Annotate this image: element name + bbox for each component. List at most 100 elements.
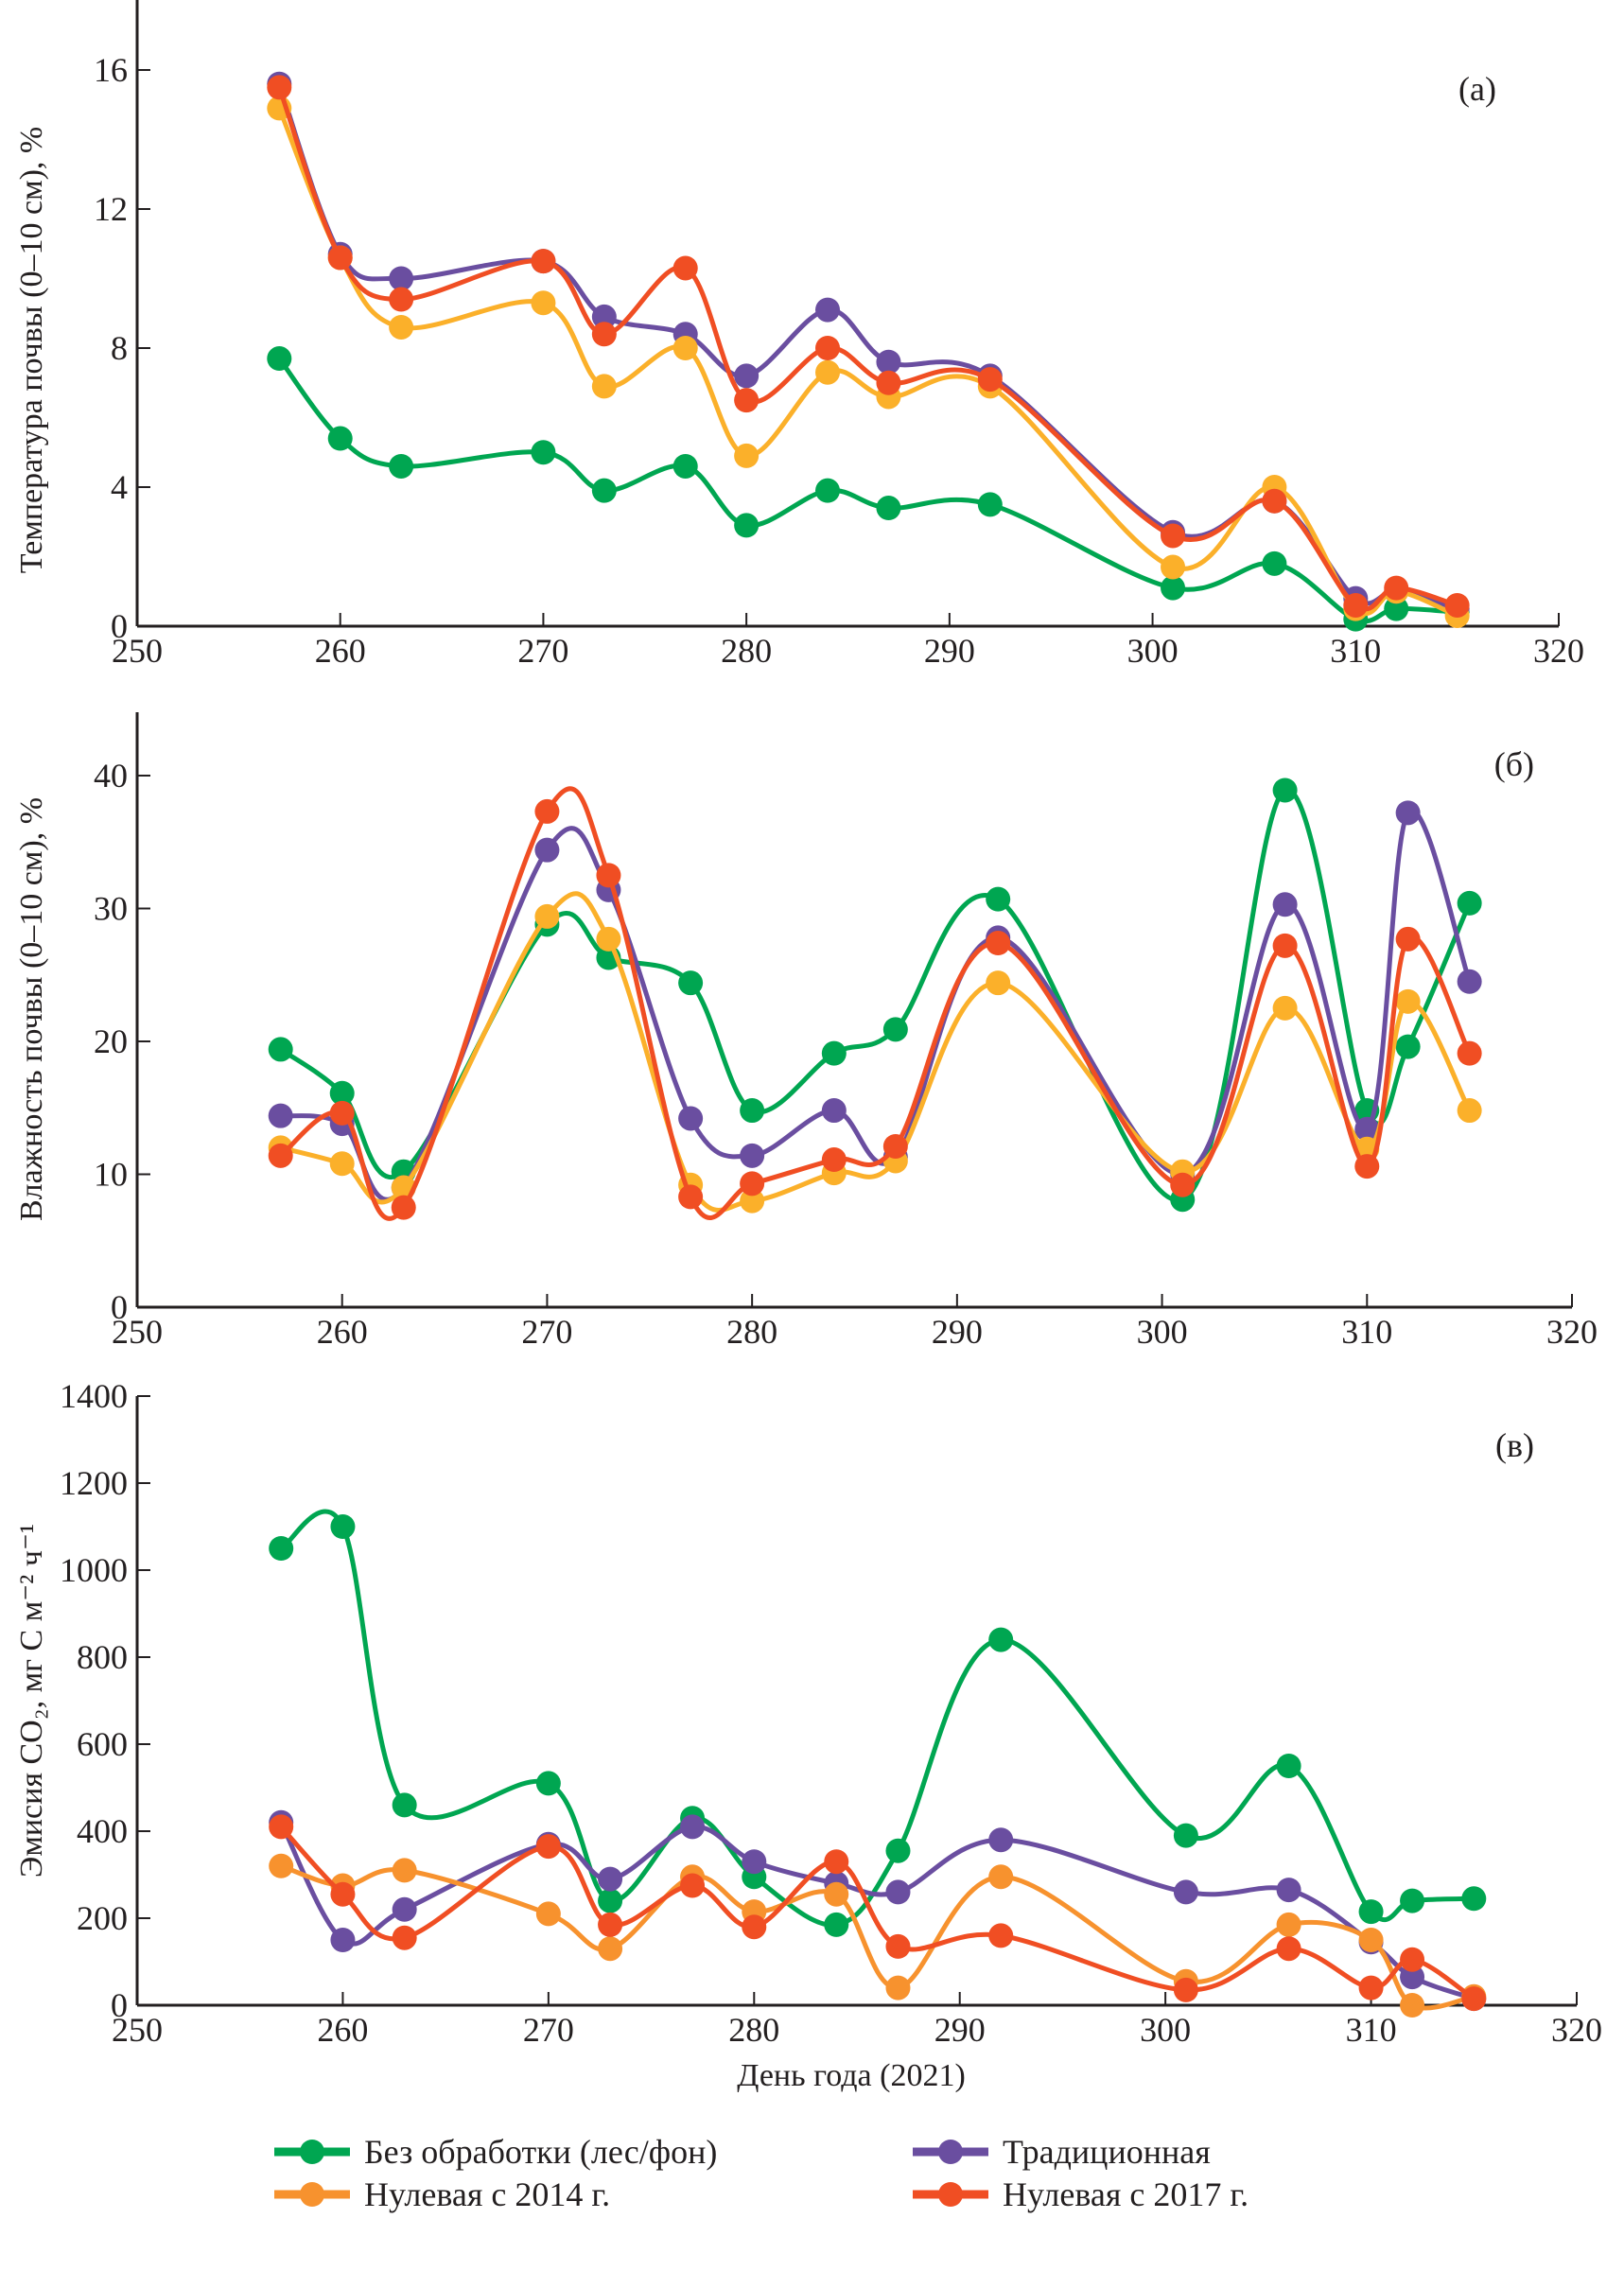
data-point[interactable] <box>821 1098 847 1124</box>
data-point[interactable] <box>535 1834 561 1860</box>
data-point[interactable] <box>1384 596 1409 621</box>
data-point[interactable] <box>269 1814 294 1840</box>
data-point[interactable] <box>268 1143 293 1168</box>
data-point[interactable] <box>988 1827 1014 1853</box>
data-point[interactable] <box>1276 1754 1301 1778</box>
data-point[interactable] <box>680 1873 706 1898</box>
data-point[interactable] <box>885 1879 911 1905</box>
data-point[interactable] <box>269 1536 294 1561</box>
data-point[interactable] <box>1173 1977 1198 2002</box>
data-point[interactable] <box>392 1896 417 1922</box>
data-point[interactable] <box>389 287 414 312</box>
data-point[interactable] <box>596 863 621 888</box>
data-point[interactable] <box>734 388 760 413</box>
data-point[interactable] <box>1272 892 1298 917</box>
data-point[interactable] <box>885 1838 911 1863</box>
legend-item-traditional[interactable]: Традиционная <box>913 2133 1211 2171</box>
data-point[interactable] <box>1276 1936 1301 1962</box>
data-point[interactable] <box>329 1151 355 1177</box>
data-point[interactable] <box>882 1017 908 1042</box>
data-point[interactable] <box>734 363 760 389</box>
data-point[interactable] <box>1395 926 1421 952</box>
data-point[interactable] <box>740 1171 765 1197</box>
data-point[interactable] <box>821 1147 847 1173</box>
data-point[interactable] <box>1161 554 1186 580</box>
data-point[interactable] <box>1358 1928 1384 1952</box>
data-point[interactable] <box>591 374 617 399</box>
data-point[interactable] <box>1354 1154 1380 1179</box>
data-point[interactable] <box>1358 1975 1384 2000</box>
data-point[interactable] <box>1262 488 1287 514</box>
data-point[interactable] <box>815 336 841 360</box>
data-point[interactable] <box>1272 995 1298 1021</box>
data-point[interactable] <box>742 1914 767 1940</box>
data-point[interactable] <box>598 1866 623 1892</box>
data-point[interactable] <box>742 1849 767 1875</box>
data-point[interactable] <box>1170 1172 1196 1197</box>
data-point[interactable] <box>598 1912 623 1937</box>
data-point[interactable] <box>1161 575 1186 601</box>
data-point[interactable] <box>1354 1116 1380 1142</box>
data-point[interactable] <box>1395 1034 1421 1059</box>
data-point[interactable] <box>1384 575 1409 601</box>
data-point[interactable] <box>330 1514 356 1539</box>
data-point[interactable] <box>1457 1098 1482 1124</box>
data-point[interactable] <box>815 478 841 503</box>
data-point[interactable] <box>591 478 617 503</box>
data-point[interactable] <box>389 314 414 340</box>
data-point[interactable] <box>1444 592 1470 618</box>
data-point[interactable] <box>1173 1823 1198 1848</box>
data-point[interactable] <box>535 1771 561 1796</box>
data-point[interactable] <box>986 970 1011 996</box>
data-point[interactable] <box>1395 800 1421 826</box>
legend-item-zero-2017[interactable]: Нулевая с 2017 г. <box>913 2175 1249 2213</box>
data-point[interactable] <box>672 336 698 360</box>
data-point[interactable] <box>740 1188 765 1214</box>
data-point[interactable] <box>740 1098 765 1124</box>
data-point[interactable] <box>1457 890 1482 916</box>
data-point[interactable] <box>885 1975 911 2000</box>
data-point[interactable] <box>1457 969 1482 994</box>
data-point[interactable] <box>977 367 1003 393</box>
data-point[interactable] <box>1400 1965 1425 1990</box>
data-point[interactable] <box>740 1143 765 1168</box>
data-point[interactable] <box>876 349 901 375</box>
data-point[interactable] <box>824 1849 849 1875</box>
data-point[interactable] <box>389 266 414 291</box>
data-point[interactable] <box>680 1814 706 1840</box>
data-point[interactable] <box>1461 1886 1487 1912</box>
data-point[interactable] <box>1400 1947 1425 1972</box>
data-point[interactable] <box>391 1195 416 1220</box>
data-point[interactable] <box>885 1933 911 1959</box>
data-point[interactable] <box>986 931 1011 956</box>
data-point[interactable] <box>678 970 704 996</box>
data-point[interactable] <box>534 903 560 929</box>
data-point[interactable] <box>876 370 901 395</box>
data-point[interactable] <box>876 496 901 521</box>
data-point[interactable] <box>531 440 556 465</box>
data-point[interactable] <box>389 453 414 479</box>
data-point[interactable] <box>392 1925 417 1950</box>
data-point[interactable] <box>535 1901 561 1927</box>
data-point[interactable] <box>329 1080 355 1106</box>
data-point[interactable] <box>977 492 1003 517</box>
data-point[interactable] <box>678 1106 704 1131</box>
data-point[interactable] <box>815 297 841 323</box>
data-point[interactable] <box>821 1040 847 1066</box>
data-point[interactable] <box>268 1103 293 1128</box>
data-point[interactable] <box>734 443 760 468</box>
data-point[interactable] <box>1343 592 1369 618</box>
data-point[interactable] <box>1262 550 1287 576</box>
legend-item-zero-2014[interactable]: Нулевая с 2014 г. <box>274 2175 610 2213</box>
data-point[interactable] <box>534 798 560 824</box>
data-point[interactable] <box>1173 1879 1198 1905</box>
data-point[interactable] <box>986 886 1011 912</box>
data-point[interactable] <box>1461 1986 1487 2012</box>
data-point[interactable] <box>598 1936 623 1962</box>
data-point[interactable] <box>329 1100 355 1126</box>
data-point[interactable] <box>734 513 760 538</box>
data-point[interactable] <box>268 1037 293 1062</box>
data-point[interactable] <box>591 304 617 329</box>
data-point[interactable] <box>824 1912 849 1937</box>
data-point[interactable] <box>672 255 698 281</box>
